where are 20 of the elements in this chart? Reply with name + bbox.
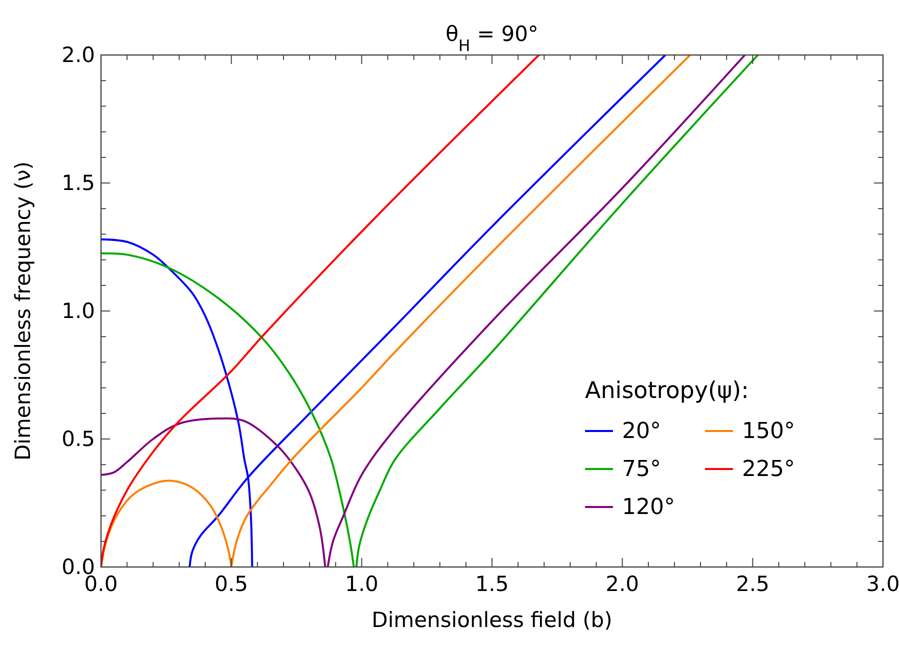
legend-label: 120° (622, 495, 675, 520)
x-tick-label: 2.0 (606, 572, 640, 596)
line-series (101, 55, 540, 567)
legend-label: 150° (742, 419, 795, 444)
y-axis-title: Dimensionless frequency (ν) (11, 161, 35, 461)
x-tick-label: 1.0 (344, 572, 378, 596)
y-tick-label: 1.0 (62, 299, 95, 323)
legend-title: Anisotropy(ψ): (585, 378, 749, 404)
x-tick-label: 0.5 (214, 572, 248, 596)
x-axis-title: Dimensionless field (b) (372, 608, 612, 632)
legend-label: 75° (622, 457, 661, 482)
legend-label: 225° (742, 457, 795, 482)
chart-title: θ$_{H}$ = 90° (446, 22, 538, 54)
y-tick-label: 1.5 (62, 171, 95, 195)
x-tick-label: 3.0 (866, 572, 899, 596)
y-tick-label: 2.0 (62, 43, 95, 67)
x-tick-label: 2.5 (736, 572, 770, 596)
x-tick-label: 1.5 (475, 572, 509, 596)
y-tick-label: 0.5 (62, 427, 95, 451)
legend-label: 20° (622, 419, 661, 444)
